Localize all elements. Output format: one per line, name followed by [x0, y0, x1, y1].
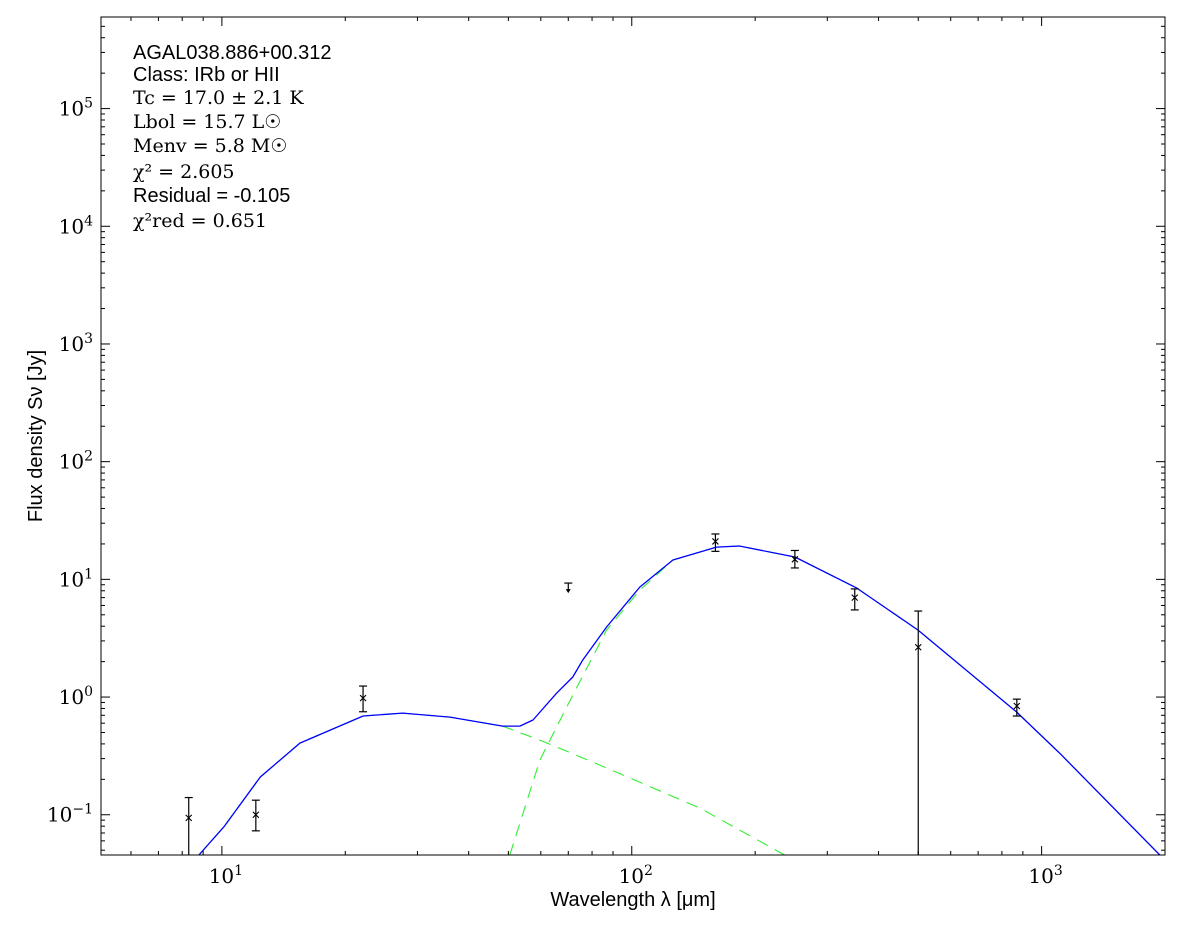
y-tick-label: 102 [59, 449, 93, 474]
point-marker [252, 811, 260, 819]
plot-frame [100, 16, 1166, 856]
annotation-line: Lbol = 15.7 L☉ [133, 111, 281, 133]
plot-area [184, 533, 1161, 855]
point-marker [791, 555, 799, 563]
point-marker [1013, 702, 1021, 710]
data-point [711, 533, 720, 552]
cold-component-line [509, 545, 1161, 855]
y-axis-label: Flux density Sν [Jy] [25, 350, 47, 522]
annotation-line: Menv = 5.8 M☉ [133, 135, 287, 157]
annotation-line: Residual = -0.105 [133, 185, 290, 207]
annotation-line: Tc = 17.0 ± 2.1 K [133, 87, 304, 109]
data-point [850, 588, 859, 611]
annotation-line: AGAL038.886+00.312 [133, 42, 332, 64]
upper-limit-arrow [565, 589, 571, 594]
axis-ticks: 101 102 103 10−1 100 101 102 103 104 105 [47, 16, 1166, 888]
annotation-line: χ²red = 0.651 [133, 210, 267, 232]
point-marker [359, 694, 367, 702]
data-point [564, 582, 573, 594]
y-tick-label: 105 [59, 96, 93, 121]
y-tick-label: 101 [59, 566, 93, 591]
x-tick-label: 101 [209, 863, 243, 888]
data-point [359, 685, 368, 713]
data-point [251, 799, 260, 832]
y-tick-label: 104 [59, 213, 93, 238]
point-marker [914, 643, 922, 651]
data-point [184, 796, 193, 855]
data-point [1012, 698, 1021, 717]
plot-marks [184, 533, 1161, 855]
x-axis-label: Wavelength λ [μm] [550, 889, 715, 911]
y-tick-label: 10−1 [47, 802, 93, 827]
x-tick-label: 103 [1028, 863, 1062, 888]
y-tick-label: 100 [59, 684, 93, 709]
annotation-line: Class: IRb or HII [133, 64, 280, 86]
data-point [914, 610, 923, 855]
annotation-line: χ² = 2.605 [133, 161, 235, 183]
point-marker [712, 538, 719, 545]
total-fit-line [198, 545, 1161, 855]
x-tick-label: 102 [619, 863, 653, 888]
data-point [790, 549, 799, 569]
point-marker [851, 594, 859, 601]
y-tick-label: 103 [59, 331, 93, 356]
point-marker [185, 814, 193, 822]
warm-component-line [198, 712, 785, 855]
